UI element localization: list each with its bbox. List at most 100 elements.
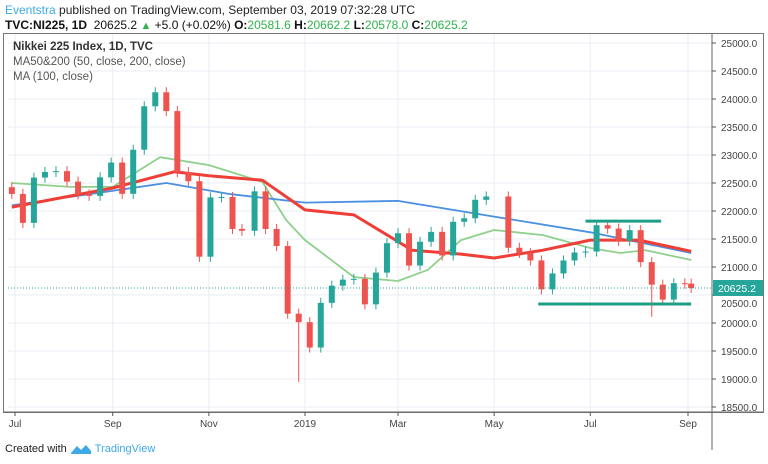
publish-info: Eventstra published on TradingView.com, … (5, 3, 415, 17)
candle-body (251, 191, 258, 231)
candle (505, 191, 512, 253)
legend-title: Nikkei 225 Index, 1D, TVC (13, 41, 153, 53)
candle-body (582, 251, 589, 253)
candle (516, 242, 523, 259)
price-axis-label: 20500.0 (721, 299, 758, 310)
candle (582, 246, 589, 258)
candle-body (450, 221, 457, 256)
candle-body (163, 92, 170, 112)
legend-ma50-200[interactable]: MA50&200 (50, close, 200, close) (13, 56, 186, 68)
candle-body (207, 197, 214, 257)
candle (295, 308, 302, 382)
candle-body (516, 247, 523, 253)
candle (86, 189, 93, 201)
candle (527, 247, 534, 266)
candle-body (141, 106, 148, 150)
candle (185, 167, 192, 187)
candle-body (428, 231, 435, 242)
candle-body (648, 262, 655, 285)
candle (670, 278, 677, 305)
candle (163, 87, 170, 117)
close-value: 20625.2 (424, 18, 468, 32)
candle (229, 191, 236, 234)
price-axis-label: 20000.0 (721, 319, 758, 330)
candle-body (19, 193, 26, 223)
candle-body (75, 181, 82, 195)
candle (637, 225, 644, 268)
candle (593, 220, 600, 257)
candle (372, 267, 379, 310)
price-change: +5.0 (+0.02%) (154, 18, 231, 32)
candle (108, 157, 115, 183)
candle-body (152, 92, 159, 107)
candle (538, 255, 545, 295)
candle-body (461, 218, 468, 222)
time-axis-label: Jul (9, 419, 22, 430)
symbol-info: TVC:NI225, 1D 20625.2 ▲ +5.0 (+0.02%) O:… (5, 18, 468, 32)
candle (41, 166, 48, 183)
time-axis-label: Mar (389, 419, 407, 430)
candle (97, 172, 104, 201)
legend-ma100[interactable]: MA (100, close) (13, 71, 93, 83)
high-value: 20662.2 (306, 18, 351, 32)
candle-body (560, 260, 567, 274)
candle (339, 274, 346, 291)
candle (284, 240, 291, 319)
candle (196, 176, 203, 262)
high-label: H: (294, 18, 307, 32)
price-axis-label: 21500.0 (721, 235, 758, 246)
current-price-badge (713, 279, 763, 296)
candle (130, 144, 137, 199)
candle-body (328, 285, 335, 303)
candle (64, 166, 71, 187)
candle-body (604, 225, 611, 229)
candle-body (273, 228, 280, 246)
time-axis-label: Jul (584, 419, 597, 430)
candle-body (670, 283, 677, 300)
candle (560, 255, 567, 279)
candle-body (527, 253, 534, 261)
candle (461, 213, 468, 227)
candle (394, 228, 401, 249)
candle (19, 188, 26, 228)
candle (350, 273, 357, 285)
candle-body (571, 252, 578, 261)
candle (450, 216, 457, 261)
candle-body (361, 278, 368, 305)
candle-body (483, 196, 490, 200)
candle-body (383, 243, 390, 273)
candle-body (174, 111, 181, 173)
candle-body (538, 260, 545, 290)
candle-body (185, 172, 192, 182)
candle-body (97, 177, 104, 196)
candle (174, 106, 181, 178)
tradingview-link[interactable]: TradingView (94, 443, 156, 455)
candle (152, 87, 159, 112)
candle (273, 223, 280, 252)
candle-body (317, 302, 324, 348)
price-axis-label: 19000.0 (721, 375, 758, 386)
low-label: L: (353, 18, 365, 32)
author-link[interactable]: Eventstra (5, 3, 56, 17)
price-axis-label: 19500.0 (721, 347, 758, 358)
candle-body (262, 191, 269, 229)
candle-body (637, 230, 644, 263)
current-price-label: 20625.2 (718, 283, 756, 295)
candle (549, 268, 556, 295)
candle-body (196, 181, 203, 257)
candle-body (238, 228, 245, 231)
candle-body (615, 228, 622, 241)
candle-body (8, 187, 15, 194)
candle (141, 101, 148, 155)
candle (52, 166, 59, 178)
candle (659, 279, 666, 305)
candle (681, 278, 688, 289)
open-label: O: (234, 18, 248, 32)
candle-body (659, 284, 666, 300)
candle-body (130, 149, 137, 194)
candle-body (688, 283, 695, 288)
ma200-line (11, 182, 692, 254)
candle-body (417, 241, 424, 266)
candle (417, 236, 424, 271)
